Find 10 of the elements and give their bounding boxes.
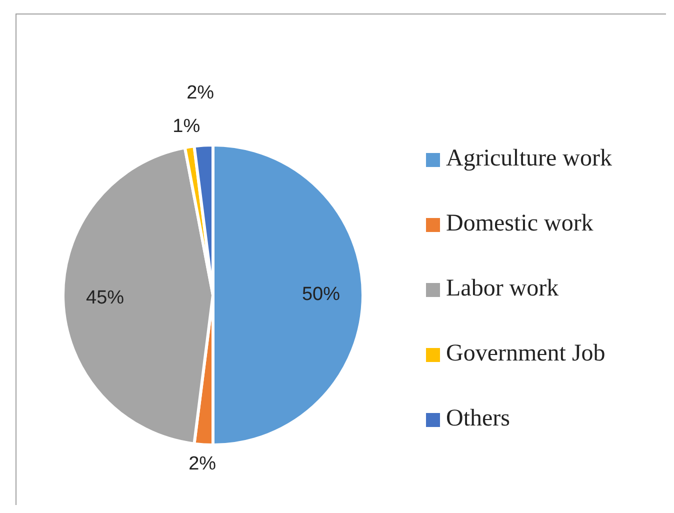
data-label: 50% (302, 284, 340, 306)
data-label: 2% (188, 454, 216, 475)
data-label: 2% (186, 82, 214, 104)
data-label: 1% (172, 116, 200, 138)
legend-label: Domestic work (446, 210, 594, 237)
legend-label: Government Job (446, 340, 606, 367)
legend-label: Agriculture work (446, 146, 612, 172)
data-label: 45% (86, 287, 124, 308)
legend-label: Others (446, 406, 510, 432)
legend-label: Labor work (446, 276, 559, 302)
